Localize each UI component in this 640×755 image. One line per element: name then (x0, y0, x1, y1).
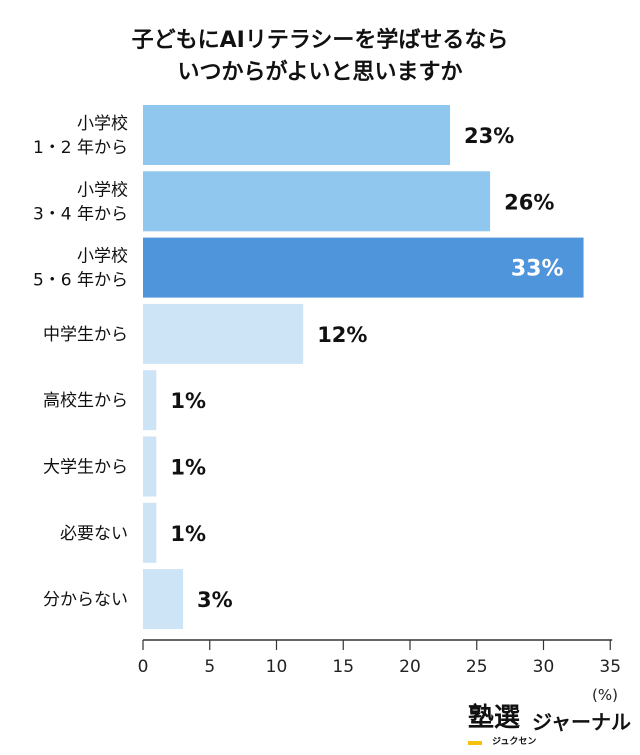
bar-0 (143, 105, 451, 165)
logo-sub-text: ジュクセン (492, 737, 537, 747)
logo-brand-text: ジャーナル (532, 710, 631, 734)
bar-7 (143, 569, 184, 630)
logo-accent-bar (468, 741, 482, 745)
value-label-6: 1% (170, 522, 206, 546)
category-label-4-0: 高校生から (43, 391, 128, 411)
bar-4 (143, 370, 157, 431)
unit-label: (%) (592, 686, 618, 704)
category-label-7-0: 分からない (43, 590, 128, 610)
juku-sen-journal-logo: 塾選 ジュクセン ジャーナル (468, 697, 636, 753)
category-label-1-0: 小学校 (77, 180, 128, 200)
bar-2 (143, 237, 584, 298)
x-tick-label-1: 5 (204, 657, 215, 677)
bar-5 (143, 436, 157, 497)
bar-3 (143, 303, 304, 364)
x-tick-label-4: 20 (399, 657, 421, 677)
category-label-1-1: 3・4 年から (33, 204, 128, 224)
value-label-7: 3% (197, 588, 233, 612)
x-tick-label-3: 15 (332, 657, 354, 677)
category-label-3-0: 中学生から (43, 325, 128, 345)
category-label-6-0: 必要ない (60, 524, 128, 544)
value-label-0: 23% (464, 124, 514, 148)
value-label-2: 33% (511, 257, 564, 282)
value-label-1: 26% (504, 190, 554, 214)
value-label-3: 12% (317, 323, 367, 347)
x-tick-label-2: 10 (266, 657, 288, 677)
value-label-4: 1% (170, 389, 206, 413)
bar-1 (143, 171, 491, 232)
x-tick-label-7: 35 (599, 657, 621, 677)
category-label-0-1: 1・2 年から (33, 138, 128, 158)
category-label-2-0: 小学校 (77, 247, 128, 267)
category-label-5-0: 大学生から (43, 458, 128, 478)
x-tick-label-0: 0 (138, 657, 149, 677)
x-tick-label-5: 25 (466, 657, 488, 677)
chart-title-line-2: いつからがよいと思いますか (177, 60, 463, 85)
value-label-5: 1% (170, 456, 206, 480)
chart-title-line-1: 子どもにAIリテラシーを学ばせるなら (131, 28, 509, 53)
category-label-2-1: 5・6 年から (33, 271, 128, 291)
logo-main-text: 塾選 (468, 703, 521, 733)
category-label-0-0: 小学校 (77, 114, 128, 134)
bar-6 (143, 502, 157, 563)
x-tick-label-6: 30 (533, 657, 555, 677)
